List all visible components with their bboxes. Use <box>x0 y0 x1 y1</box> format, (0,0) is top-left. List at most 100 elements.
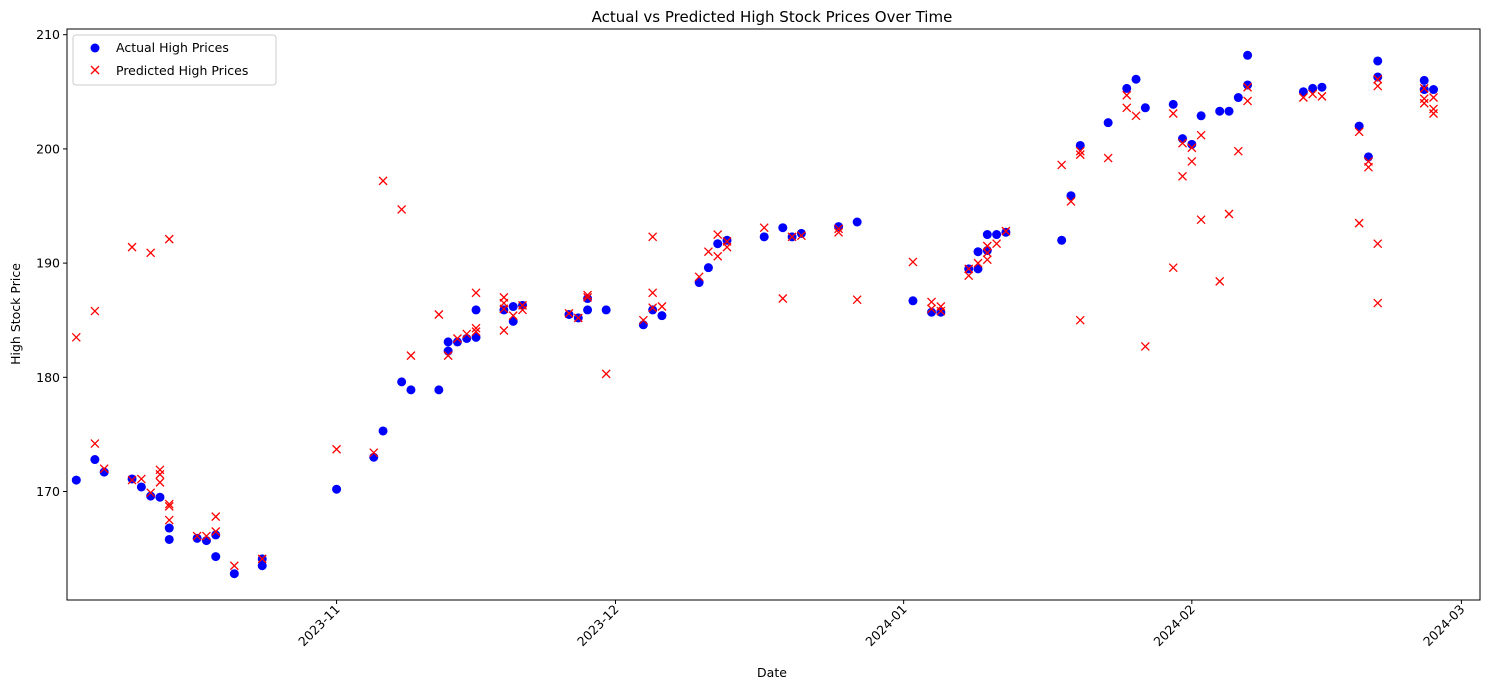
actual-point <box>1075 140 1085 150</box>
actual-point <box>973 247 983 257</box>
actual-point <box>462 333 472 343</box>
predicted-point <box>992 239 1002 249</box>
predicted-point <box>378 176 388 186</box>
actual-point <box>397 377 407 387</box>
predicted-point <box>201 531 211 541</box>
actual-point <box>146 491 156 501</box>
actual-point <box>1215 106 1225 116</box>
predicted-point <box>211 527 221 536</box>
actual-point <box>434 385 444 395</box>
actual-point <box>211 530 221 540</box>
predicted-point <box>648 232 658 242</box>
predicted-point <box>499 304 509 314</box>
predicted-point <box>369 448 379 458</box>
predicted-point <box>434 310 444 319</box>
predicted-point <box>1233 146 1243 156</box>
predicted-point <box>908 257 918 267</box>
predicted-point <box>713 230 723 240</box>
predicted-point <box>1373 298 1383 308</box>
legend-actual-marker <box>90 43 100 53</box>
predicted-point <box>1419 94 1429 104</box>
actual-point <box>136 482 146 492</box>
predicted-point <box>164 499 174 509</box>
actual-point <box>694 278 704 288</box>
actual-point <box>1001 227 1011 237</box>
predicted-point <box>146 248 156 258</box>
actual-point <box>257 561 267 571</box>
actual-point <box>796 228 806 238</box>
predicted-point <box>648 288 658 298</box>
predicted-point <box>1140 342 1150 351</box>
actual-point <box>583 294 593 304</box>
predicted-point <box>1373 239 1383 249</box>
actual-point <box>1140 103 1150 113</box>
chart-title: Actual vs Predicted High Stock Prices Ov… <box>592 8 953 26</box>
x-tick-label: 2023-11 <box>295 602 343 650</box>
predicted-point <box>406 351 416 361</box>
predicted-point <box>452 334 462 343</box>
actual-point <box>1243 80 1253 90</box>
data-marks <box>71 50 1439 579</box>
actual-point <box>332 484 342 494</box>
actual-point <box>443 337 453 347</box>
predicted-point <box>927 297 936 307</box>
predicted-point <box>1373 81 1383 91</box>
axis-ticks: 170 180 190 200 210 2023-11 2023-12 2024-01 2024… <box>36 27 1467 649</box>
legend-predicted-marker <box>90 65 100 75</box>
predicted-point <box>1429 109 1438 118</box>
predicted-point <box>1363 162 1373 172</box>
actual-point <box>155 492 165 502</box>
actual-point <box>1419 85 1429 95</box>
predicted-point <box>936 306 946 316</box>
predicted-point <box>1103 153 1113 163</box>
predicted-point <box>127 242 137 252</box>
actual-point <box>1429 85 1439 95</box>
actual-point <box>1354 121 1364 131</box>
actual-point <box>378 426 388 436</box>
predicted-point <box>99 464 109 474</box>
x-tick-label: 2024-01 <box>862 602 910 650</box>
predicted-point <box>211 512 221 522</box>
actual-point <box>90 455 100 465</box>
predicted-point <box>1317 91 1327 101</box>
predicted-point <box>1075 315 1085 325</box>
x-axis-label: Date <box>757 665 787 680</box>
predicted-point <box>471 323 481 333</box>
predicted-point <box>90 306 100 316</box>
predicted-point <box>973 258 983 268</box>
predicted-point <box>1308 89 1318 99</box>
actual-point <box>164 523 174 533</box>
predicted-point <box>713 251 723 261</box>
actual-point <box>1066 191 1076 201</box>
actual-point <box>1419 75 1429 85</box>
predicted-point <box>638 315 648 325</box>
predicted-point <box>443 351 453 361</box>
predicted-point <box>1429 104 1438 114</box>
actual-point <box>992 230 1002 240</box>
predicted-point <box>518 305 527 315</box>
predicted-point <box>1122 90 1132 100</box>
predicted-point <box>1187 143 1197 153</box>
predicted-point <box>796 231 806 241</box>
actual-point <box>499 305 509 315</box>
predicted-point <box>397 204 407 214</box>
predicted-point <box>1419 98 1429 108</box>
predicted-point <box>499 326 509 335</box>
predicted-point <box>648 303 658 313</box>
actual-point <box>982 230 992 240</box>
predicted-point <box>787 232 797 242</box>
actual-point <box>638 320 648 330</box>
predicted-point <box>164 234 174 244</box>
actual-point <box>471 332 481 342</box>
predicted-point <box>927 304 936 314</box>
predicted-point <box>1001 226 1011 236</box>
predicted-point <box>982 241 992 251</box>
actual-point <box>1103 118 1113 128</box>
predicted-point <box>1131 111 1141 121</box>
actual-point <box>1224 106 1234 116</box>
x-tick-label: 2023-12 <box>574 602 622 650</box>
actual-point <box>127 474 137 484</box>
predicted-point <box>257 554 267 564</box>
actual-point <box>452 337 462 347</box>
